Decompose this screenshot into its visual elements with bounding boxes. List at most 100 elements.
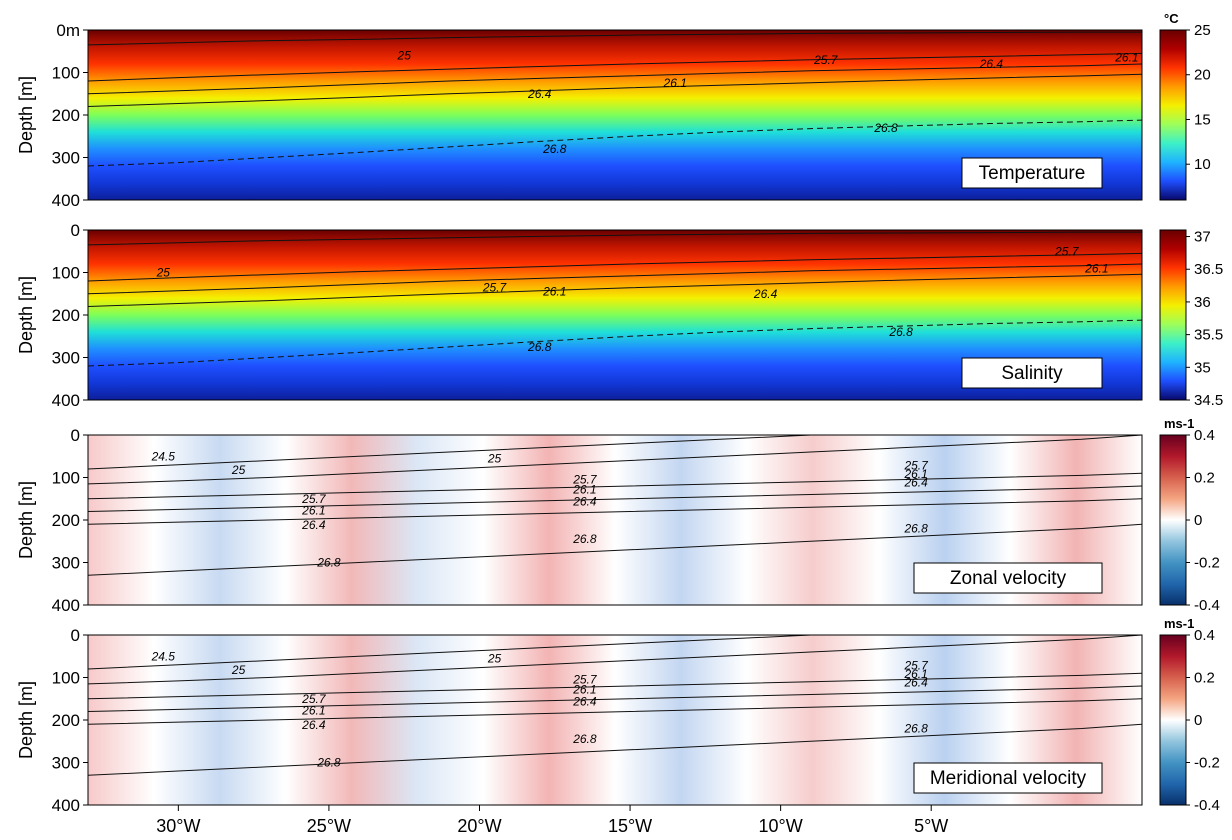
colorbar-tick-label: -0.4: [1194, 597, 1220, 614]
colorbar: [1159, 229, 1187, 401]
contour-26.1: [87, 685, 1143, 712]
x-tick-label: 20°W: [457, 816, 501, 836]
colorbar: [1159, 634, 1187, 806]
colorbar-tick-label: 0: [1194, 512, 1202, 529]
colorbar-tick-label: 15: [1194, 111, 1211, 128]
colorbar-tick-label: -0.4: [1194, 797, 1220, 814]
contour-25.7: [87, 672, 1143, 700]
x-tick-label: 30°W: [156, 816, 200, 836]
contour-label: 26.1: [301, 704, 325, 718]
colorbar-tick-label: 0.4: [1194, 627, 1215, 644]
contour-label: 25.7: [301, 492, 327, 506]
colorbar-tick-label: -0.2: [1194, 755, 1220, 772]
panel-label-box: [961, 157, 1103, 189]
contour-26.8: [87, 119, 1143, 167]
panel-temperature: 25 25.7 26.4 26.1 26.1 26.4 26.8 26.8 0m 100 200 30…: [16, 11, 1211, 210]
y-tick-label: 100: [52, 469, 80, 488]
contour-26.4: [87, 273, 1143, 307]
contour-label: 26.4: [301, 718, 326, 732]
contour-label: 24.5: [151, 649, 176, 663]
contour-25: [87, 231, 1142, 246]
contour-label: 26.1: [663, 76, 687, 90]
y-axis-label: Depth [m]: [16, 76, 36, 154]
contour-label: 26.1: [1114, 51, 1138, 65]
contour-26.4: [87, 698, 1143, 725]
contour-26.8: [87, 723, 1143, 776]
contour-label: 26.1: [572, 682, 596, 696]
contour-label: 26.1: [542, 285, 566, 299]
contour-25: [87, 634, 1143, 685]
y-axis-label: Depth [m]: [16, 481, 36, 559]
contour-label: 26.4: [979, 57, 1004, 71]
panel-salinity: 25 25.7 26.1 26.4 25.7 26.1 26.8 26.8 0 100 200 300…: [16, 221, 1223, 410]
colorbar-tick-label: 37: [1194, 229, 1211, 246]
y-tick-label: 100: [52, 64, 80, 83]
contour-label: 25: [231, 663, 246, 677]
x-tick-label: 25°W: [307, 816, 351, 836]
contour-label: 25.7: [1054, 244, 1080, 258]
colorbar-tick-label: 34.5: [1194, 392, 1223, 409]
colorbar-tick-label: 10: [1194, 156, 1211, 173]
contour-label: 26.8: [527, 340, 552, 354]
panel-meridional-velocity: 24.5252525.726.126.426.825.726.126.426.8…: [16, 616, 1220, 815]
contour-label: 25: [397, 49, 412, 63]
contour-label: 25.7: [903, 459, 929, 473]
panel-label-box: [913, 762, 1103, 794]
colorbar-tick-label: 20: [1194, 67, 1211, 84]
colorbar-tick-label: 35.5: [1194, 327, 1223, 344]
contour-label: 25: [156, 266, 171, 280]
colorbar-tick-label: 0: [1194, 712, 1202, 729]
colorbar-tick-label: 25: [1194, 22, 1211, 39]
contour-25.7: [87, 52, 1143, 82]
contour-25.7: [87, 472, 1143, 500]
y-tick-label: 100: [52, 264, 80, 283]
contour-label: 26.8: [572, 532, 597, 546]
y-tick-label: 400: [52, 796, 80, 815]
contour-label: 25.7: [903, 659, 929, 673]
contour-label: 26.8: [873, 121, 898, 135]
panel-zonal-velocity: 24.5252525.726.126.426.825.726.126.426.8…: [16, 416, 1220, 615]
y-tick-label: 0: [71, 426, 80, 445]
colorbar-tick-label: -0.2: [1194, 555, 1220, 572]
y-tick-label: 200: [52, 711, 80, 730]
contour-label: 26.8: [572, 732, 597, 746]
panel-label: Salinity: [1001, 363, 1063, 384]
contour-label: 26.4: [572, 495, 597, 509]
x-tick-label: 5°W: [914, 816, 948, 836]
y-tick-label: 0: [71, 221, 80, 240]
contour-label: 26.4: [301, 518, 326, 532]
contour-26.8: [87, 523, 1143, 576]
x-axis: 30°W 25°W 20°W 15°W 10°W 5°W: [156, 805, 948, 836]
contour-25.7: [87, 252, 1143, 282]
panel-label: Meridional velocity: [930, 768, 1087, 789]
colorbar: [1159, 29, 1187, 201]
colorbar-tick-label: 36: [1194, 294, 1211, 311]
contour-label: 26.8: [888, 325, 913, 339]
contour-label: 26.1: [903, 467, 927, 481]
contour-label: 26.4: [903, 676, 928, 690]
contour-25: [87, 434, 1143, 485]
y-tick-label: 200: [52, 306, 80, 325]
contour-label: 25.7: [301, 692, 327, 706]
colorbar-tick-label: 0.4: [1194, 427, 1215, 444]
contour-label: 26.8: [542, 142, 567, 156]
contour-label: 24.5: [151, 449, 176, 463]
panel-label-box: [913, 562, 1103, 594]
contour-label: 26.1: [903, 667, 927, 681]
colorbar-tick-label: 0.2: [1194, 670, 1215, 687]
y-tick-label: 300: [52, 149, 80, 168]
y-tick-label: 100: [52, 669, 80, 688]
contour-label: 26.4: [903, 476, 928, 490]
x-tick-label: 10°W: [759, 816, 803, 836]
colorbar-unit: °C: [1164, 11, 1179, 26]
contour-26.8: [87, 319, 1143, 367]
y-tick-label: 300: [52, 349, 80, 368]
contour-label: 25.7: [572, 473, 598, 487]
contour-label: 26.8: [316, 556, 341, 570]
contour-26.1: [87, 63, 1143, 95]
contour-label: 26.8: [903, 522, 928, 536]
y-tick-label: 200: [52, 511, 80, 530]
contour-label: 26.1: [1084, 261, 1108, 275]
y-axis-label: Depth [m]: [16, 276, 36, 354]
